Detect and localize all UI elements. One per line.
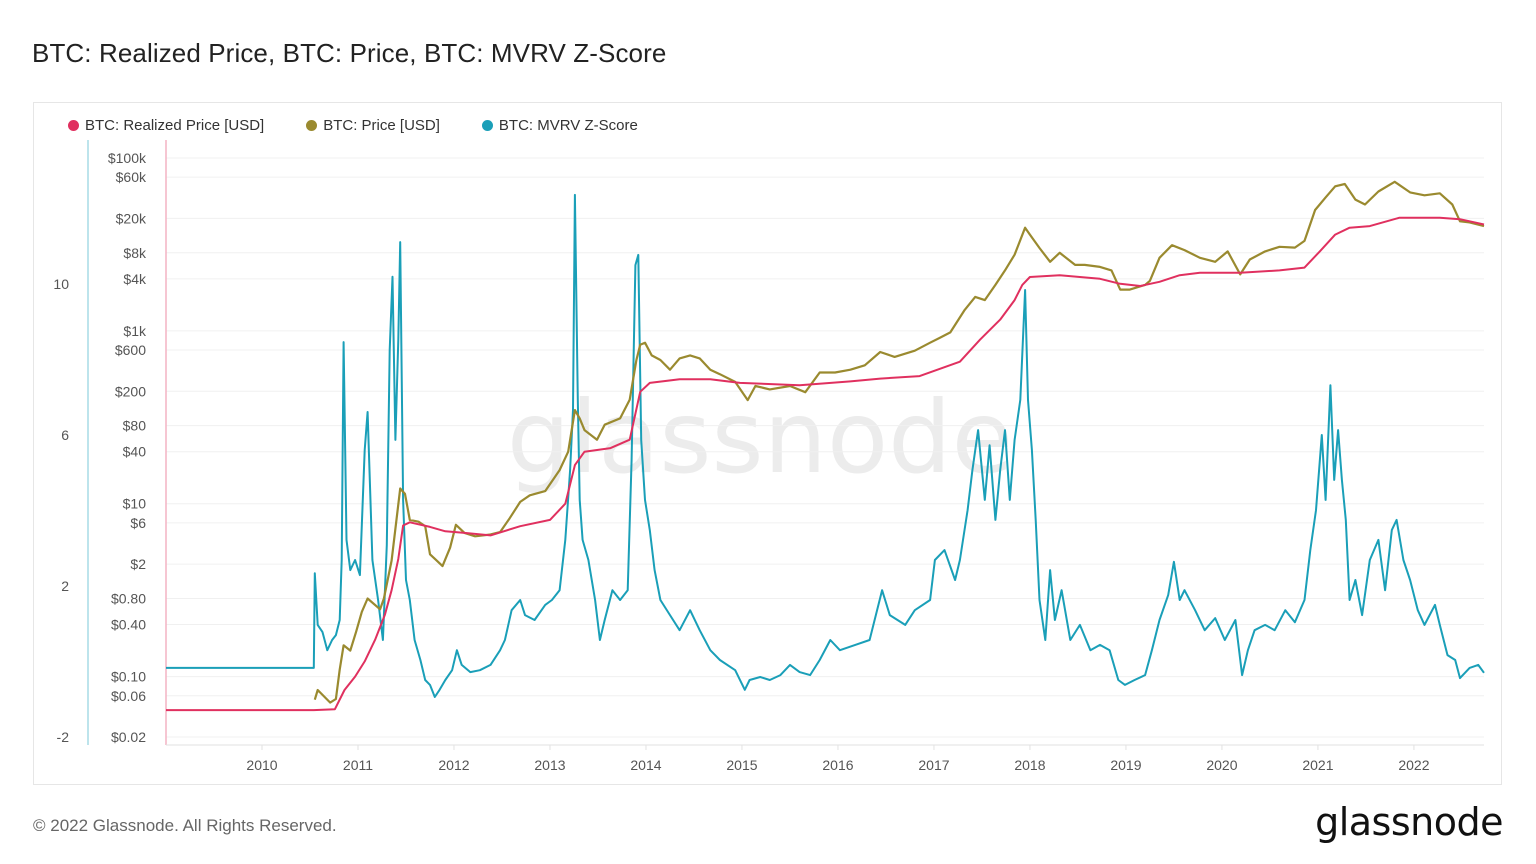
price-tick-label: $4k [123,271,147,287]
legend-item-realized-price[interactable]: BTC: Realized Price [USD] [68,117,264,134]
x-tick-label: 2014 [630,757,661,773]
price-tick-label: $100k [108,150,147,166]
series-line-price [313,180,1485,704]
chart-card [33,102,1502,785]
price-tick-label: $0.40 [111,617,146,633]
zscore-axis-ticks: 10 6 2 -2 [53,276,69,745]
price-axis-ticks: $100k $60k $20k $8k $4k $1k $600 $200 $80 $40 $10 $… [108,150,147,745]
price-tick-label: $6 [130,515,146,531]
x-axis-ticks: 2010 2011 2012 2013 2014 2015 2016 2017 2018 2019… [246,745,1430,773]
price-tick-label: $1k [123,323,147,339]
price-tick-label: $20k [116,210,147,226]
zscore-tick-label: 6 [61,427,69,443]
price-tick-label: $0.02 [111,729,146,745]
price-tick-label: $0.80 [111,591,146,607]
price-tick-label: $10 [123,496,147,512]
price-tick-label: $80 [123,418,147,434]
glassnode-logo[interactable]: glassnode [1315,800,1503,844]
zscore-tick-label: 2 [61,578,69,594]
chart-title: BTC: Realized Price, BTC: Price, BTC: MV… [32,38,667,68]
price-tick-label: $200 [115,383,146,399]
price-tick-label: $60k [116,169,147,185]
x-tick-label: 2019 [1110,757,1141,773]
x-tick-label: 2012 [438,757,469,773]
price-tick-label: $600 [115,342,146,358]
x-tick-label: 2015 [726,757,757,773]
legend-label: BTC: MVRV Z-Score [498,117,638,134]
watermark: glassnode [507,379,1013,496]
x-tick-label: 2016 [822,757,853,773]
price-tick-label: $40 [123,444,147,460]
x-tick-label: 2013 [534,757,565,773]
legend-label: BTC: Price [USD] [323,117,440,134]
legend: BTC: Realized Price [USD] BTC: Price [US… [68,117,638,134]
legend-item-price[interactable]: BTC: Price [USD] [306,117,440,134]
x-tick-label: 2022 [1398,757,1429,773]
legend-dot-icon [68,120,79,131]
copyright: © 2022 Glassnode. All Rights Reserved. [33,816,337,835]
series-line-mvrv-zscore [166,193,1485,698]
x-tick-label: 2021 [1302,757,1333,773]
series-lines [166,180,1485,712]
x-tick-label: 2010 [246,757,277,773]
price-tick-label: $8k [123,245,147,261]
legend-label: BTC: Realized Price [USD] [85,117,265,134]
x-tick-label: 2017 [918,757,949,773]
x-tick-label: 2018 [1014,757,1045,773]
legend-dot-icon [481,120,493,131]
x-tick-label: 2020 [1206,757,1237,773]
price-tick-label: $0.06 [111,688,146,704]
x-tick-label: 2011 [343,757,373,773]
legend-dot-icon [306,120,318,131]
series-line-realized-price [166,216,1485,712]
price-tick-label: $0.10 [111,669,146,685]
zscore-tick-label: -2 [57,729,70,745]
legend-item-mvrv-zscore[interactable]: BTC: MVRV Z-Score [481,117,638,134]
price-tick-label: $2 [130,556,146,572]
zscore-tick-label: 10 [53,276,69,292]
